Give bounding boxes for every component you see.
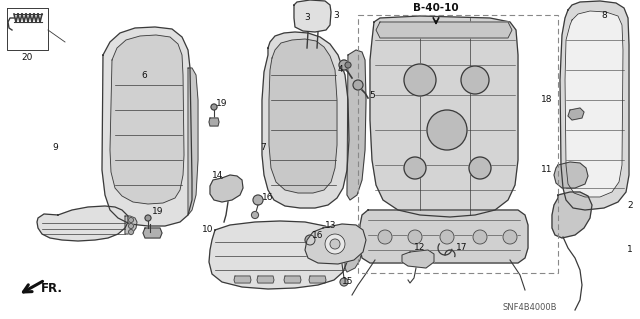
Polygon shape [143,228,162,238]
Circle shape [378,230,392,244]
Text: 5: 5 [369,91,375,100]
Text: 19: 19 [216,99,228,108]
Text: 18: 18 [541,95,553,105]
Text: 3: 3 [304,13,310,23]
Text: 15: 15 [342,278,354,286]
Text: 12: 12 [414,243,426,253]
Polygon shape [565,11,623,197]
Text: 14: 14 [212,170,224,180]
Circle shape [503,230,517,244]
Text: 2: 2 [627,201,633,210]
Circle shape [129,224,134,228]
Circle shape [339,60,349,70]
Polygon shape [110,35,184,204]
Circle shape [211,104,217,110]
Text: B-40-10: B-40-10 [413,3,459,13]
Text: 17: 17 [456,243,468,253]
Polygon shape [554,162,588,188]
Polygon shape [234,276,251,283]
Polygon shape [345,232,362,272]
Polygon shape [37,206,128,241]
Circle shape [353,80,363,90]
Polygon shape [269,39,337,193]
Circle shape [408,230,422,244]
Text: 7: 7 [260,144,266,152]
Text: 1: 1 [627,246,633,255]
Text: 16: 16 [262,192,274,202]
Polygon shape [210,175,243,202]
Polygon shape [188,68,198,215]
Text: 10: 10 [202,226,214,234]
Polygon shape [102,27,192,226]
Text: 4: 4 [337,65,343,75]
Text: 13: 13 [325,221,337,231]
Circle shape [461,66,489,94]
Text: 20: 20 [21,54,33,63]
Polygon shape [370,16,518,217]
Text: 11: 11 [541,166,553,174]
Text: 6: 6 [141,70,147,79]
Circle shape [253,195,263,205]
Polygon shape [209,221,348,289]
Circle shape [427,110,467,150]
Polygon shape [560,1,629,210]
Polygon shape [209,118,219,126]
Text: FR.: FR. [41,281,63,294]
Circle shape [473,230,487,244]
Circle shape [469,157,491,179]
Polygon shape [347,50,366,200]
Polygon shape [309,276,326,283]
Circle shape [345,62,351,68]
Circle shape [440,230,454,244]
Circle shape [252,211,259,219]
Circle shape [325,234,345,254]
Polygon shape [360,210,528,263]
Circle shape [404,157,426,179]
Polygon shape [305,224,366,264]
Polygon shape [257,276,274,283]
Polygon shape [284,276,301,283]
Text: 9: 9 [52,144,58,152]
Polygon shape [568,108,584,120]
Circle shape [330,239,340,249]
Text: 16: 16 [312,231,324,240]
Circle shape [129,218,134,222]
Circle shape [305,235,315,245]
Polygon shape [125,216,137,234]
Bar [358,15,558,273]
Polygon shape [552,192,592,238]
Polygon shape [402,250,434,268]
Polygon shape [294,0,331,32]
Polygon shape [376,22,512,38]
Circle shape [145,215,151,221]
Polygon shape [262,32,349,208]
Circle shape [129,229,134,234]
Circle shape [340,278,348,286]
Text: 3: 3 [333,11,339,20]
Text: SNF4B4000B: SNF4B4000B [503,303,557,313]
Text: 8: 8 [601,11,607,19]
Text: 19: 19 [152,207,164,217]
Circle shape [404,64,436,96]
